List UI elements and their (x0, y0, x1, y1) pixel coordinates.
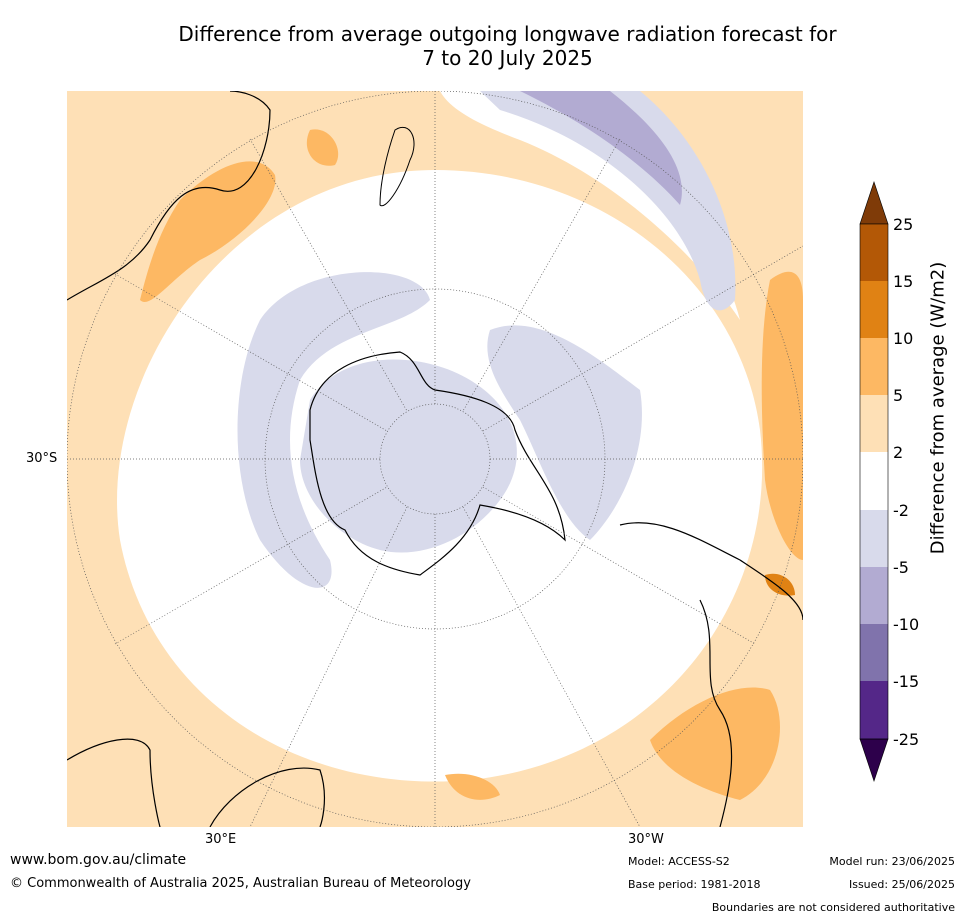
colorbar-tick-label: 2 (893, 443, 904, 462)
graticule (67, 91, 803, 827)
coastline-madagascar (379, 127, 415, 207)
colorbar-bin-neg5-neg10 (860, 567, 888, 624)
anomaly-region-positive-africa (140, 161, 276, 302)
colorbar-bin-10-15 (860, 281, 888, 338)
anomaly-region-positive-south-america (650, 687, 780, 800)
title-line-2: 7 to 20 July 2025 (422, 46, 593, 70)
anomaly-region-negative-antarctica (300, 359, 517, 553)
colorbar-tick-label: -15 (893, 672, 920, 691)
colorbar-bin-neutral (860, 452, 888, 510)
colorbar-tick-label: 10 (893, 329, 914, 348)
colorbar-title: Difference from average (W/m2) (927, 261, 949, 555)
colorbar-lower-arrow (859, 738, 889, 782)
lon-label-30w: 30°W (628, 832, 664, 847)
colorbar-tick-label: 5 (893, 386, 904, 405)
anomaly-region-positive-atlantic (761, 271, 803, 560)
colorbar-tick-label: -5 (893, 558, 909, 577)
colorbar-tick-label: 15 (893, 272, 914, 291)
anomaly-region-negative-west (237, 272, 430, 588)
anomaly-region-negative-east (487, 325, 642, 540)
colorbar-bin-neg15-neg25 (860, 681, 888, 739)
colorbar-upper-arrow (859, 181, 889, 225)
colorbar-bin-neg2-neg5 (860, 510, 888, 567)
coastline-antarctica (309, 351, 566, 576)
anomaly-region-negative-band (480, 91, 736, 311)
anomaly-region-negative-strong (520, 91, 682, 205)
footer-url: www.bom.gov.au/climate (10, 852, 187, 868)
colorbar-tick-label: -10 (893, 615, 920, 634)
title-line-1: Difference from average outgoing longwav… (178, 22, 837, 46)
lon-label-30e: 30°E (205, 832, 237, 847)
anomaly-region-positive-pacific (445, 773, 500, 800)
coastline-south-america (619, 522, 803, 827)
colorbar-tick-label: -2 (893, 501, 909, 520)
footer-issued: Issued: 25/06/2025 (848, 878, 955, 891)
anomaly-region-positive-strong (765, 573, 795, 596)
colorbar-bin-2-5 (860, 395, 888, 452)
colorbar-tick-label: 25 (893, 215, 914, 234)
footer-copyright: © Commonwealth of Australia 2025, Austra… (10, 876, 471, 891)
chart-title: Difference from average outgoing longwav… (0, 22, 965, 70)
colorbar-bin-15-25 (860, 224, 888, 281)
footer-disclaimer: Boundaries are not considered authoritat… (711, 901, 955, 914)
coastline-africa (67, 91, 271, 301)
footer-model: Model: ACCESS-S2 (628, 855, 730, 868)
lat-label-30s: 30°S (26, 451, 58, 466)
colorbar-bin-neg10-neg15 (860, 624, 888, 681)
footer-base-period: Base period: 1981-2018 (628, 878, 761, 891)
anomaly-region-positive-indian-ocean (306, 129, 339, 166)
coastline-australia (67, 738, 325, 827)
footer-model-run: Model run: 23/06/2025 (829, 855, 955, 868)
colorbar-bin-5-10 (860, 338, 888, 395)
colorbar (859, 181, 889, 782)
colorbar-tick-label: -25 (893, 730, 920, 749)
